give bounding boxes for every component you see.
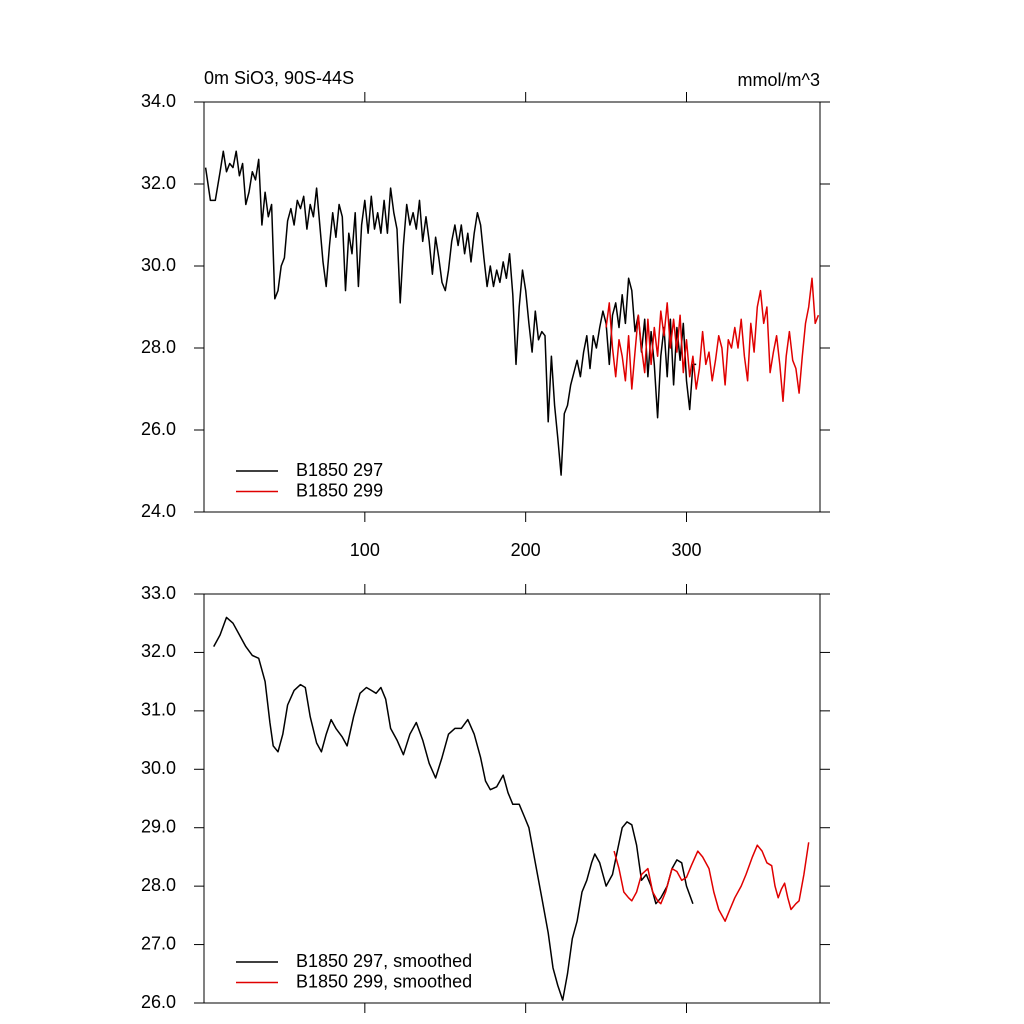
y-tick-label: 31.0	[141, 700, 176, 720]
y-tick-label: 30.0	[141, 758, 176, 778]
series-line	[213, 616, 694, 1001]
units-label: mmol/m^3	[738, 70, 820, 90]
plot-frame	[203, 101, 821, 513]
y-tick-label: 34.0	[141, 91, 176, 111]
y-tick-label: 28.0	[141, 337, 176, 357]
legend-label: B1850 299	[296, 480, 383, 500]
panel-title: 0m SiO3, 90S-44S	[204, 68, 354, 88]
y-tick-label: 30.0	[141, 255, 176, 275]
series-line	[204, 150, 697, 476]
legend-label: B1850 297, smoothed	[296, 951, 472, 971]
y-tick-label: 27.0	[141, 933, 176, 953]
y-tick-label: 33.0	[141, 583, 176, 603]
series-line	[605, 277, 820, 403]
y-tick-label: 26.0	[141, 992, 176, 1012]
y-tick-label: 32.0	[141, 641, 176, 661]
x-tick-label: 300	[671, 540, 701, 560]
y-tick-label: 28.0	[141, 875, 176, 895]
x-tick-label: 100	[350, 540, 380, 560]
x-tick-label: 200	[511, 540, 541, 560]
y-tick-label: 32.0	[141, 173, 176, 193]
series-line	[613, 842, 810, 922]
legend-label: B1850 299, smoothed	[296, 971, 472, 991]
legend-label: B1850 297	[296, 460, 383, 480]
y-tick-label: 24.0	[141, 501, 176, 521]
y-tick-label: 26.0	[141, 419, 176, 439]
plot-frame	[203, 593, 821, 1004]
y-tick-label: 29.0	[141, 816, 176, 836]
